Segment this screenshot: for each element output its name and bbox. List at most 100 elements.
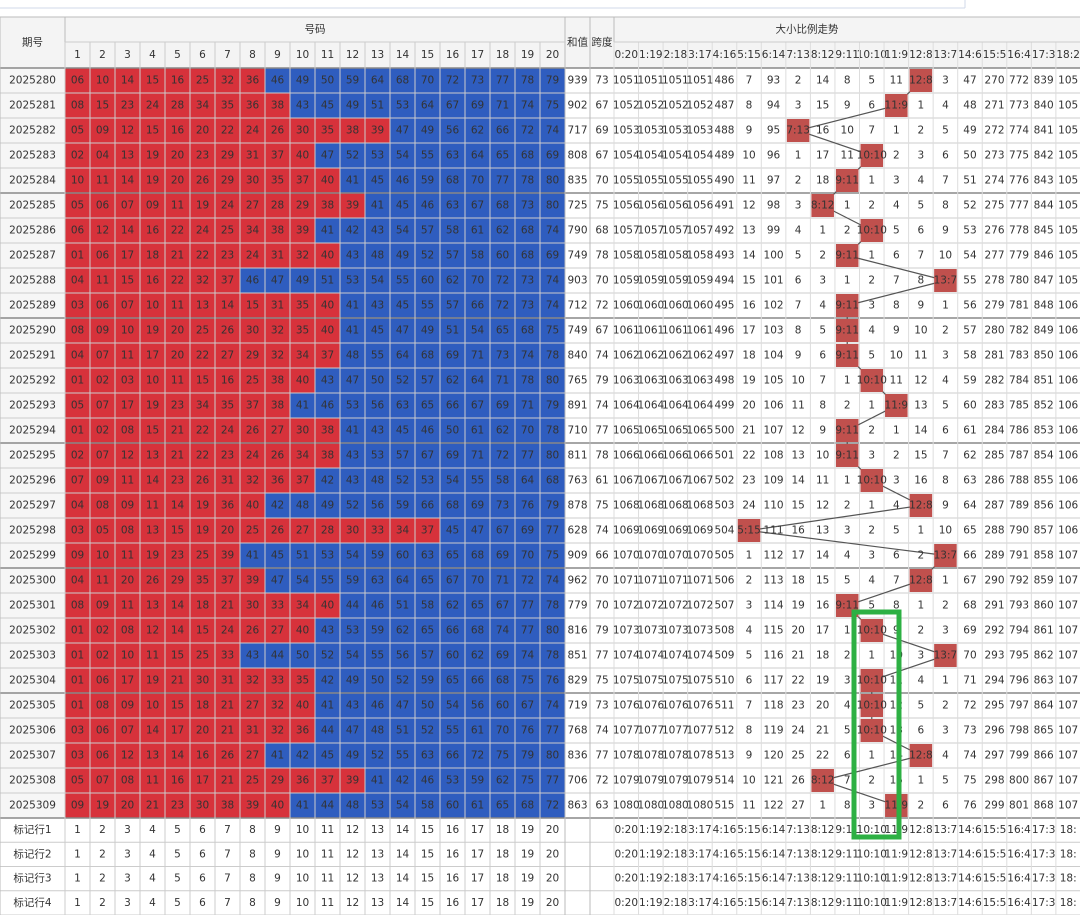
trend-omission: 24	[742, 500, 756, 512]
trend-omission: 5	[868, 600, 875, 612]
number: 46	[396, 175, 410, 187]
number: 62	[471, 125, 484, 137]
number: 09	[71, 800, 84, 812]
trend-omission: 99	[767, 225, 780, 237]
trend-omission: 95	[767, 125, 780, 137]
number: 14	[121, 225, 135, 237]
trend-hit: 10:10	[857, 225, 887, 237]
number: 29	[271, 775, 284, 787]
number-cell	[465, 343, 490, 368]
trend-omission: 8	[942, 200, 949, 212]
trend-omission: 4	[893, 500, 900, 512]
number: 08	[121, 525, 134, 537]
trend-omission: 775	[1009, 150, 1029, 162]
trend-omission: 500	[714, 425, 734, 437]
trend-omission: 489	[714, 150, 734, 162]
number: 43	[246, 650, 259, 662]
number-cell	[290, 593, 315, 618]
trend-omission: 297	[985, 750, 1005, 762]
trend-omission: 107	[1058, 625, 1078, 637]
number-cell	[340, 293, 365, 318]
number-cell	[415, 593, 440, 618]
number: 26	[221, 750, 235, 762]
number-cell	[240, 443, 265, 468]
trend-omission: 64	[963, 500, 977, 512]
number-cell	[540, 493, 565, 518]
trend-omission: 3	[942, 75, 949, 87]
number: 63	[371, 575, 384, 587]
trend-hit-cell	[786, 119, 810, 142]
number-cell	[140, 218, 165, 243]
number: 65	[496, 800, 509, 812]
number: 69	[446, 450, 459, 462]
number-cell	[165, 93, 190, 118]
number: 42	[271, 500, 284, 512]
number-cell	[465, 593, 490, 618]
number: 74	[521, 650, 535, 662]
span: 61	[595, 475, 608, 487]
trend-omission: 1059	[687, 275, 714, 287]
trend-column-header: 5:15	[737, 49, 761, 61]
number-cell	[190, 268, 215, 293]
number-cell	[240, 93, 265, 118]
trend-omission: 4	[868, 325, 875, 337]
number-cell	[290, 243, 315, 268]
number-cell	[190, 493, 215, 518]
number-cell	[190, 143, 215, 168]
number: 05	[96, 525, 109, 537]
number-cell	[165, 768, 190, 793]
trend-omission: 7	[746, 75, 753, 87]
number-cell	[365, 568, 390, 593]
number: 20	[171, 325, 184, 337]
trend-omission: 16	[914, 475, 928, 487]
marker-trend: 10:10	[857, 897, 887, 909]
number-cell	[65, 618, 90, 643]
number-cell	[115, 543, 140, 568]
number-cell	[465, 418, 490, 443]
trend-omission: 1074	[687, 650, 714, 662]
trend-omission: 295	[985, 700, 1005, 712]
trend-omission: 11	[841, 150, 854, 162]
number-cell	[315, 293, 340, 318]
number-column-header: 12	[346, 49, 359, 61]
number: 37	[221, 575, 234, 587]
number: 26	[196, 475, 210, 487]
number: 22	[196, 425, 209, 437]
number: 61	[471, 800, 484, 812]
marker-number: 10	[296, 848, 309, 860]
header-span: 跨度	[592, 36, 613, 49]
number: 05	[71, 400, 84, 412]
trend-omission: 106	[1058, 475, 1078, 487]
number-cell	[65, 168, 90, 193]
number: 47	[271, 275, 284, 287]
trend-omission: 1053	[637, 125, 664, 137]
trend-omission: 514	[714, 775, 734, 787]
trend-omission: 4	[918, 675, 925, 687]
trend-omission: 18	[816, 175, 829, 187]
number-cell	[240, 793, 265, 818]
number: 69	[471, 100, 484, 112]
trend-omission: 1052	[662, 100, 689, 112]
trend-omission: 8	[918, 275, 925, 287]
trend-omission: 1065	[613, 425, 640, 437]
number-cell	[440, 543, 465, 568]
number: 35	[296, 300, 309, 312]
number-cell	[140, 293, 165, 318]
trend-hit-cell	[934, 269, 957, 292]
period: 2025301	[9, 600, 56, 612]
trend-hit-cell	[885, 394, 908, 417]
number: 43	[371, 425, 384, 437]
number: 59	[371, 625, 384, 637]
trend-omission: 8	[844, 75, 851, 87]
number-cell	[365, 518, 390, 543]
trend-column-header: 3:17	[688, 49, 712, 61]
number: 09	[96, 475, 109, 487]
number-cell	[65, 293, 90, 318]
marker-number: 19	[521, 873, 534, 885]
sum: 829	[567, 675, 587, 687]
trend-omission: 1058	[637, 250, 664, 262]
number: 16	[171, 775, 185, 787]
number-cell	[115, 368, 140, 393]
number-cell	[540, 218, 565, 243]
trend-omission: 107	[1058, 800, 1078, 812]
